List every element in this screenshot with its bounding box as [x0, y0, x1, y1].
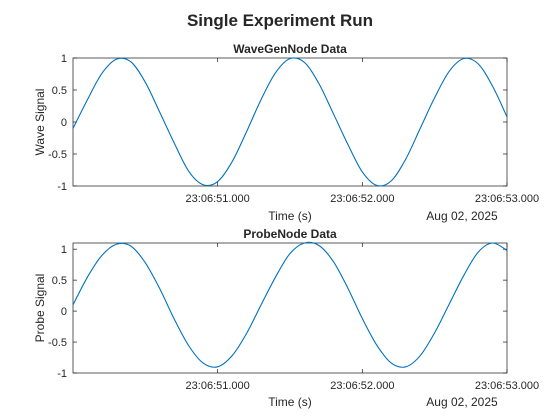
probe-ytick-label: 0.5 [52, 275, 67, 287]
probe-axes: ProbeNode Data 1 0.5 0 -0.5 -1 23:06:51.000 23… [33, 227, 539, 409]
probe-axes-box [72, 242, 508, 374]
probe-xtick-label: 23:06:53.000 [475, 380, 539, 392]
wave-ytick-label: 1 [61, 53, 67, 65]
wave-ytick-label: -0.5 [48, 149, 67, 161]
probe-ytick-label: 1 [61, 244, 67, 256]
probe-ytick-label: -1 [57, 368, 67, 380]
figure-title: Single Experiment Run [187, 11, 373, 30]
probe-xtick-label: 23:06:52.000 [330, 380, 394, 392]
wave-y-axis-label: Wave Signal [33, 89, 47, 156]
probe-y-axis-label: Probe Signal [33, 274, 47, 343]
probe-ytick-label: -0.5 [48, 337, 67, 349]
probe-axes-title: ProbeNode Data [243, 227, 337, 241]
probe-date-label: Aug 02, 2025 [426, 395, 498, 409]
probe-series-line [72, 241, 508, 368]
wave-x-axis-label: Time (s) [268, 209, 312, 223]
probe-ytick-label: 0 [61, 306, 67, 318]
probe-x-axis-label: Time (s) [268, 395, 312, 409]
probe-xtick-label: 23:06:51.000 [186, 380, 250, 392]
wave-ytick-label: 0 [61, 117, 67, 129]
wave-xtick-label: 23:06:51.000 [186, 193, 250, 205]
probe-axes-ticks: 1 0.5 0 -0.5 -1 23:06:51.000 23:06:52.000 23:06… [48, 243, 539, 392]
wave-xtick-label: 23:06:52.000 [330, 193, 394, 205]
wave-series-group [72, 57, 508, 187]
wave-axes-ticks: 1 0.5 0 -0.5 -1 23:06:51.000 23:06:52.000 23:06… [48, 53, 539, 205]
wave-ytick-label: -1 [57, 181, 67, 193]
probe-series-group [72, 241, 508, 368]
wave-ytick-label: 0.5 [52, 85, 67, 97]
wave-date-label: Aug 02, 2025 [426, 209, 498, 223]
wave-series-line [72, 57, 508, 187]
wave-axes: WaveGenNode Data 1 0.5 0 -0.5 -1 23:06:51.000… [33, 42, 539, 223]
wave-xtick-label: 23:06:53.000 [475, 193, 539, 205]
wave-axes-title: WaveGenNode Data [233, 42, 347, 56]
